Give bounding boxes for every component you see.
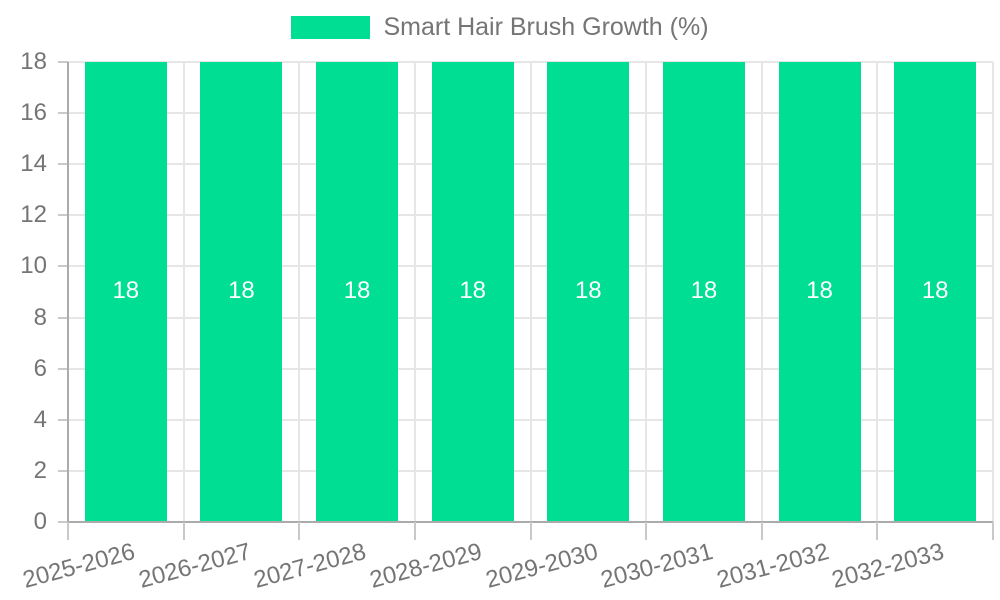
- y-tick-label: 6: [33, 354, 47, 382]
- x-tick-mark: [298, 522, 301, 540]
- bar[interactable]: 18: [316, 62, 399, 522]
- bar-value-label: 18: [921, 277, 949, 304]
- bar-value-label: 18: [806, 277, 833, 304]
- bar[interactable]: 18: [778, 62, 861, 522]
- y-tick-mark: [58, 163, 68, 166]
- legend-label: Smart Hair Brush Growth (%): [383, 13, 709, 41]
- x-tick-label: 2030-2031: [598, 538, 716, 594]
- y-tick-mark: [58, 367, 68, 370]
- y-axis-line: [67, 62, 69, 522]
- v-gridline: [298, 62, 301, 522]
- v-gridline: [645, 62, 648, 522]
- x-tick-mark: [645, 522, 648, 540]
- y-tick-label: 8: [33, 303, 47, 331]
- y-tick-mark: [58, 61, 68, 63]
- plot-area: 0 2 4 6 8 10 12 14 16 18 18 18 18 18 18 18 18 18 2025-2026…: [20, 48, 994, 594]
- y-tick-mark: [58, 112, 68, 115]
- bar-value-label: 18: [574, 277, 602, 304]
- v-gridline: [413, 62, 416, 522]
- legend-item[interactable]: Smart Hair Brush Growth (%): [0, 13, 1000, 42]
- y-tick-label: 4: [33, 405, 47, 433]
- y-tick-mark: [58, 418, 68, 421]
- y-tick-label: 18: [20, 48, 47, 75]
- x-tick-mark: [529, 522, 532, 540]
- v-gridline: [876, 62, 879, 522]
- x-tick-label: 2027-2028: [251, 538, 370, 594]
- bar-value-label: 18: [112, 277, 140, 304]
- y-tick-label: 0: [33, 508, 47, 535]
- y-tick-label: 12: [20, 201, 47, 229]
- x-tick-mark: [876, 522, 879, 540]
- y-tick-label: 16: [20, 99, 47, 127]
- legend-swatch: [291, 16, 371, 40]
- x-tick-mark: [182, 522, 185, 540]
- y-tick-label: 10: [20, 252, 47, 280]
- x-tick-label: 2025-2026: [19, 538, 138, 594]
- x-tick-label: 2029-2030: [482, 538, 601, 594]
- bar[interactable]: 18: [894, 62, 977, 522]
- bar[interactable]: 18: [431, 62, 514, 522]
- bar[interactable]: 18: [662, 62, 745, 522]
- v-gridline: [760, 62, 763, 522]
- y-tick-label: 14: [20, 150, 47, 178]
- x-tick-mark: [992, 522, 994, 540]
- y-tick-mark: [58, 316, 68, 319]
- v-gridline: [529, 62, 532, 522]
- bar-value-label: 18: [228, 277, 255, 304]
- y-tick-mark: [58, 469, 68, 472]
- bar-value-label: 18: [690, 277, 718, 304]
- v-gridline: [182, 62, 185, 522]
- y-tick-mark: [58, 214, 68, 217]
- bar[interactable]: 18: [547, 62, 630, 522]
- x-tick-label: 2026-2027: [135, 538, 254, 594]
- bar-value-label: 18: [343, 277, 371, 304]
- x-tick-mark: [67, 522, 69, 540]
- y-tick-mark: [58, 521, 68, 523]
- v-gridline: [992, 62, 994, 522]
- x-tick-label: 2028-2029: [366, 538, 485, 594]
- bar[interactable]: 18: [84, 62, 167, 522]
- y-tick-mark: [58, 265, 68, 268]
- bar-value-label: 18: [459, 277, 487, 304]
- bar[interactable]: 18: [200, 62, 283, 522]
- x-tick-label: 2031-2032: [713, 538, 832, 594]
- x-tick-mark: [760, 522, 763, 540]
- x-tick-mark: [413, 522, 416, 540]
- y-tick-label: 2: [33, 456, 47, 484]
- x-tick-label: 2032-2033: [829, 538, 948, 594]
